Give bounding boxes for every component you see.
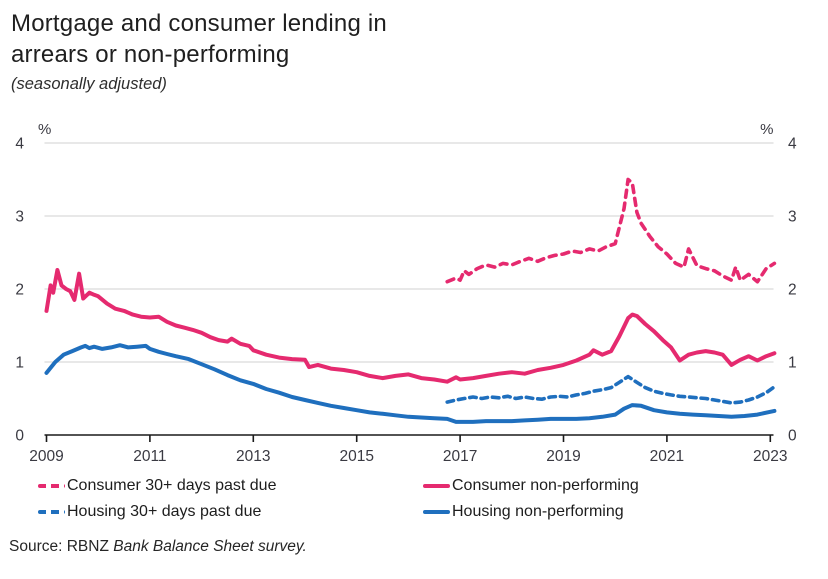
y-unit-label-left: % [38,121,51,138]
legend-swatch-solid-pink-icon [423,483,450,488]
legend-item-housing-30-days: Housing 30+ days past due [38,502,423,521]
series-consumer-30-days-past-due [445,177,777,284]
x-tick-label: 2019 [546,448,580,464]
y-tick-label-right: 4 [788,136,797,153]
y-tick-label-right: 0 [788,428,797,445]
chart-title-line-1: Mortgage and consumer lending in [11,10,387,37]
y-tick-label-right: 3 [788,209,797,226]
series-housing-non-performing [44,343,777,424]
legend-label: Consumer non-performing [452,477,639,494]
series-consumer-non-performing [44,268,777,384]
legend: Consumer 30+ days past due Consumer non-… [0,476,828,521]
y-tick-label-right: 1 [788,355,797,372]
legend-item-housing-non-performing: Housing non-performing [423,502,828,521]
chart-header: Mortgage and consumer lending in arrears… [0,8,828,94]
plot-area: 2009 2011 2013 2015 2017 2019 2021 2023 0 0 1 1 2 2 3 3… [0,108,828,464]
legend-label: Consumer 30+ days past due [67,477,277,494]
x-tick-label: 2023 [753,448,787,464]
source-survey-name: Bank Balance Sheet survey. [113,538,307,555]
series-housing-30-days-past-due [445,374,777,405]
source-note: Source: RBNZ Bank Balance Sheet survey. [0,538,828,556]
legend-swatch-solid-blue-icon [423,509,450,514]
source-prefix: Source: RBNZ [9,538,114,555]
y-tick-label-left: 3 [15,209,24,226]
legend-label: Housing 30+ days past due [67,503,262,520]
legend-item-consumer-30-days: Consumer 30+ days past due [38,476,423,495]
x-tick-label: 2021 [650,448,684,464]
legend-swatch-dashed-blue-icon [38,509,65,514]
legend-swatch-dashed-pink-icon [38,483,65,488]
x-tick-label: 2011 [133,448,166,464]
x-tick-label: 2017 [443,448,477,464]
y-unit-label-right: % [760,121,773,138]
x-tick-label: 2015 [339,448,373,464]
y-tick-label-left: 4 [15,136,24,153]
y-tick-label-left: 1 [15,355,24,372]
chart-title-line-2: arrears or non-performing [11,41,290,68]
chart-subtitle: (seasonally adjusted) [11,75,167,93]
legend-label: Housing non-performing [452,503,624,520]
y-tick-label-left: 0 [15,428,24,445]
chart-title: Mortgage and consumer lending in arrears… [11,8,828,70]
x-tick-label: 2009 [29,448,63,464]
y-tick-label-right: 2 [788,282,797,299]
x-tick-label: 2013 [236,448,270,464]
y-tick-label-left: 2 [15,282,24,299]
legend-item-consumer-non-performing: Consumer non-performing [423,476,828,495]
